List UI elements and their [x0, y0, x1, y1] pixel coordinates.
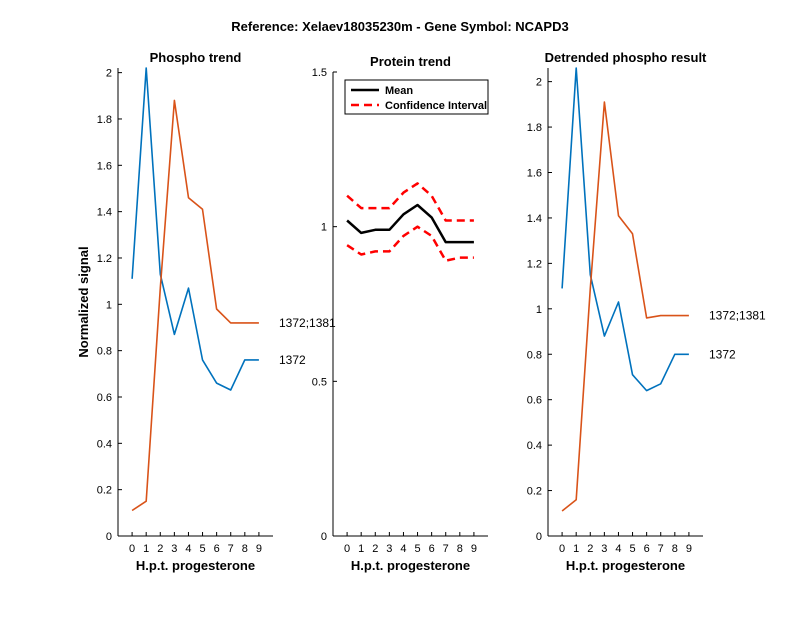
y-tick-label: 0.4 — [97, 438, 112, 450]
y-axis-label: Normalized signal — [76, 246, 91, 357]
y-tick-label: 0.8 — [97, 346, 112, 358]
x-tick-label: 8 — [672, 543, 678, 555]
series-line — [346, 225, 474, 262]
x-tick-label: 7 — [443, 543, 449, 555]
y-tick-label: 1.6 — [97, 160, 112, 172]
x-tick-label: 9 — [471, 543, 477, 555]
series-line — [561, 67, 689, 392]
y-tick-label: 0.2 — [97, 485, 112, 497]
x-tick-label: 1 — [573, 543, 579, 555]
x-tick-label: 2 — [157, 543, 163, 555]
y-tick-label: 1 — [321, 222, 327, 234]
y-tick-label: 0.6 — [527, 395, 542, 407]
x-tick-label: 8 — [457, 543, 463, 555]
x-tick-label: 6 — [429, 543, 435, 555]
x-tick-label: 1 — [143, 543, 149, 555]
figure-title: Reference: Xelaev18035230m - Gene Symbol… — [231, 19, 568, 34]
x-tick-label: 2 — [372, 543, 378, 555]
series-end-label: 1372 — [279, 353, 306, 367]
series-end-label: 1372;1381 — [279, 316, 336, 330]
y-tick-label: 0.6 — [97, 392, 112, 404]
x-tick-label: 9 — [256, 543, 262, 555]
x-tick-label: 5 — [629, 543, 635, 555]
x-tick-label: 0 — [129, 543, 135, 555]
panel-title: Detrended phospho result — [545, 50, 707, 65]
y-tick-label: 2 — [106, 68, 112, 80]
series-line — [346, 203, 474, 244]
series-end-label: 1372;1381 — [709, 309, 766, 323]
y-tick-label: 0.2 — [527, 486, 542, 498]
y-tick-label: 1 — [536, 304, 542, 316]
x-tick-label: 0 — [344, 543, 350, 555]
y-tick-label: 1.4 — [527, 213, 542, 225]
series-end-label: 1372 — [709, 347, 736, 361]
legend-box — [344, 79, 489, 115]
y-tick-label: 1.2 — [97, 253, 112, 265]
x-tick-label: 3 — [601, 543, 607, 555]
y-tick-label: 0 — [536, 531, 542, 543]
x-tick-label: 2 — [587, 543, 593, 555]
x-tick-label: 7 — [658, 543, 664, 555]
x-axis-label: H.p.t. progesterone — [351, 558, 470, 573]
x-tick-label: 6 — [214, 543, 220, 555]
legend-label: Confidence Interval — [385, 100, 487, 112]
y-tick-label: 0 — [321, 531, 327, 543]
x-tick-label: 4 — [185, 543, 191, 555]
panel-title: Protein trend — [370, 54, 451, 69]
x-tick-label: 3 — [386, 543, 392, 555]
y-tick-label: 1.4 — [97, 207, 112, 219]
series-line — [131, 67, 259, 391]
y-tick-label: 1.8 — [97, 114, 112, 126]
x-tick-label: 3 — [171, 543, 177, 555]
y-tick-label: 0 — [106, 531, 112, 543]
y-tick-label: 0.8 — [527, 349, 542, 361]
y-tick-label: 1.6 — [527, 168, 542, 180]
y-tick-label: 1 — [106, 299, 112, 311]
y-tick-label: 1.8 — [527, 122, 542, 134]
x-tick-label: 8 — [242, 543, 248, 555]
series-line — [131, 99, 259, 512]
x-tick-label: 5 — [199, 543, 205, 555]
x-tick-label: 0 — [559, 543, 565, 555]
y-tick-label: 0.5 — [312, 376, 327, 388]
x-tick-label: 6 — [644, 543, 650, 555]
series-line — [346, 182, 474, 222]
x-axis-label: H.p.t. progesterone — [136, 558, 255, 573]
x-tick-label: 7 — [228, 543, 234, 555]
detrended-phospho-panel: Detrended phospho result 0 0.2 0.4 0.6 0.8 1 1.… — [527, 50, 766, 573]
x-tick-label: 4 — [400, 543, 406, 555]
x-tick-label: 5 — [414, 543, 420, 555]
x-tick-label: 4 — [615, 543, 621, 555]
x-axis-label: H.p.t. progesterone — [566, 558, 685, 573]
panel-title: Phospho trend — [150, 50, 242, 65]
x-tick-label: 9 — [686, 543, 692, 555]
y-tick-label: 1.5 — [312, 67, 327, 79]
series-line — [561, 101, 689, 512]
y-tick-label: 0.4 — [527, 440, 542, 452]
y-tick-label: 1.2 — [527, 258, 542, 270]
y-tick-label: 2 — [536, 77, 542, 89]
phospho-trend-panel: Phospho trend 0 0.2 0.4 0.6 0.8 1 1.2 1.4 1.6 1.8 2… — [76, 50, 336, 573]
x-tick-label: 1 — [358, 543, 364, 555]
legend-label: Mean — [385, 85, 413, 97]
